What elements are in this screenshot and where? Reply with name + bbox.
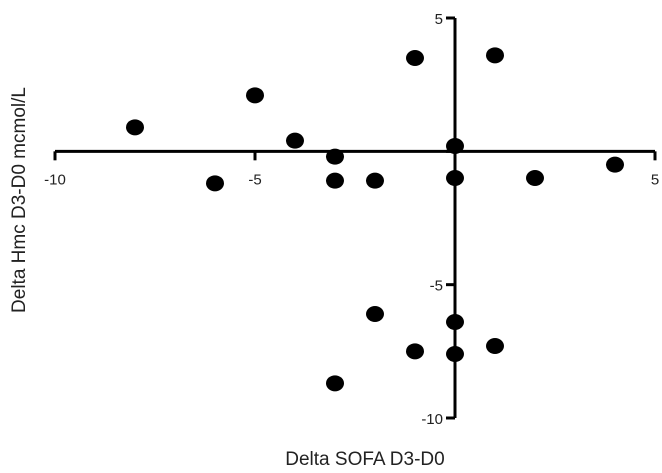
x-tick-label: -5	[248, 171, 261, 188]
x-axis-title: Delta SOFA D3-D0	[285, 449, 444, 470]
data-point	[526, 170, 544, 186]
data-point	[606, 156, 624, 173]
data-point	[486, 47, 504, 64]
data-point	[286, 132, 304, 149]
data-point	[366, 306, 384, 322]
y-axis-title: Delta Hmc D3-D0 mcmol/L	[9, 87, 30, 313]
tick-labels: -10 -5 5 5 -5 -10	[44, 11, 659, 428]
y-tick-label: -5	[430, 278, 443, 295]
data-point	[446, 314, 464, 330]
data-point	[406, 50, 424, 66]
data-point	[326, 375, 344, 392]
x-tick-label: 5	[651, 171, 659, 188]
data-point	[326, 148, 344, 165]
data-point	[206, 175, 224, 192]
data-point	[486, 338, 504, 354]
data-point	[446, 170, 464, 186]
data-point	[406, 343, 424, 360]
data-point	[126, 119, 144, 136]
axes	[55, 18, 655, 418]
x-tick-label: -10	[44, 171, 66, 188]
data-point	[446, 138, 464, 154]
data-point	[326, 172, 344, 189]
data-point	[246, 87, 264, 104]
y-tick-label: -10	[421, 411, 443, 428]
data-points	[126, 47, 624, 392]
tick-marks	[53, 16, 657, 420]
data-point	[366, 172, 384, 189]
y-tick-label: 5	[435, 11, 443, 28]
data-point	[446, 346, 464, 362]
